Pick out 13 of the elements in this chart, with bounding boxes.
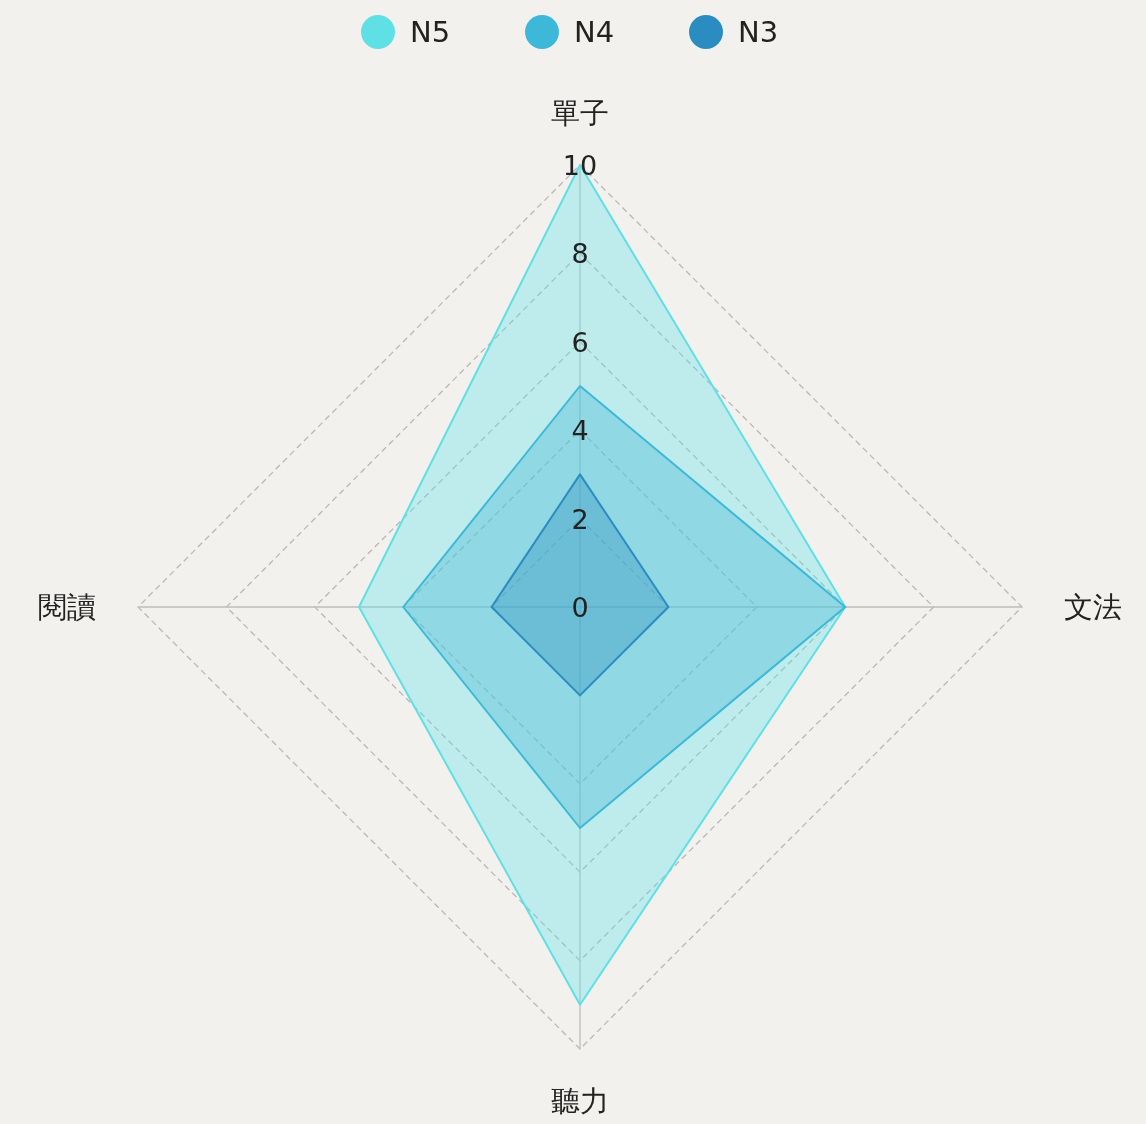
spoke-label: 單子: [551, 96, 609, 130]
y-tick-label: 8: [571, 238, 589, 270]
spoke-label: 文法: [1064, 590, 1122, 624]
y-tick-label: 2: [571, 503, 589, 535]
legend-label: N5: [410, 15, 451, 49]
legend-label: N4: [574, 15, 615, 49]
y-tick-label: 0: [571, 592, 589, 623]
y-tick-label: 4: [571, 415, 589, 447]
spoke-label: 聽力: [551, 1084, 609, 1118]
spoke-label: 閱讀: [38, 590, 96, 624]
y-tick-label: 6: [571, 326, 589, 358]
legend-label: N3: [738, 15, 779, 49]
y-tick-label: 10: [562, 150, 598, 181]
